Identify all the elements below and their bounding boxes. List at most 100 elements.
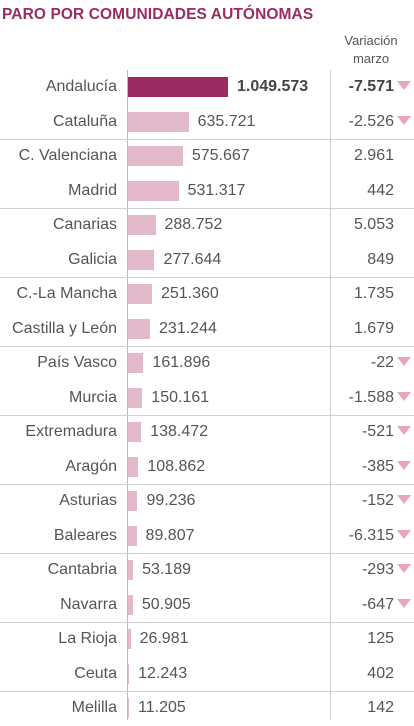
change-label: 849 — [367, 250, 394, 268]
change-label: -521 — [361, 423, 394, 440]
table-row: Aragón 108.862 -385 — [0, 450, 414, 485]
value-label: 277.644 — [163, 250, 222, 268]
value-label: 108.862 — [147, 457, 206, 475]
change-label: 142 — [367, 699, 394, 716]
table-row: Canarias 288.752 5.053 — [0, 208, 414, 243]
row-separator — [0, 691, 414, 692]
table-row: País Vasco 161.896 -22 — [0, 346, 414, 381]
change-label: -22 — [370, 354, 394, 371]
bar — [128, 422, 142, 442]
value-label: 53.189 — [142, 561, 191, 578]
bar — [128, 180, 179, 201]
table-row: Ceuta 12.243 402 — [0, 657, 414, 692]
bar-axis — [127, 70, 128, 720]
row-separator — [0, 139, 414, 140]
value-label: 231.244 — [159, 319, 217, 337]
region-label: Asturias — [59, 492, 117, 509]
down-arrow-icon — [397, 529, 411, 539]
bar — [128, 560, 134, 580]
bar — [128, 594, 133, 615]
region-label: La Rioja — [58, 630, 117, 647]
table-row: Andalucía 1.049.573 -7.571 — [0, 70, 414, 105]
row-separator — [0, 277, 414, 278]
row-separator — [0, 208, 414, 209]
bar — [128, 629, 131, 649]
value-label: 99.236 — [146, 492, 196, 509]
change-label: 5.053 — [353, 216, 394, 233]
value-label: 288.752 — [164, 216, 223, 233]
region-label: Madrid — [68, 181, 117, 199]
bar — [128, 249, 155, 270]
region-label: Murcia — [68, 388, 117, 406]
change-label: -2.526 — [348, 112, 394, 130]
change-label: -152 — [361, 492, 394, 509]
down-arrow-icon — [397, 495, 411, 504]
change-label: -1.588 — [348, 388, 394, 406]
value-label: 1.049.573 — [237, 78, 309, 95]
region-label: Baleares — [53, 526, 117, 544]
region-label: Canarias — [52, 216, 117, 233]
bar — [128, 215, 156, 235]
bar — [128, 663, 130, 684]
value-label: 12.243 — [138, 664, 188, 682]
bar — [128, 318, 151, 339]
region-label: Castilla y León — [12, 319, 117, 337]
region-label: Navarra — [60, 595, 117, 613]
bar — [128, 111, 189, 132]
value-label: 150.161 — [151, 388, 210, 406]
bar — [128, 77, 228, 97]
value-label: 161.896 — [152, 354, 211, 371]
change-header-line-1: Variación — [344, 33, 398, 48]
bar — [128, 698, 130, 718]
value-label: 26.981 — [139, 630, 189, 647]
value-label: 50.905 — [141, 595, 191, 613]
row-separator — [0, 553, 414, 554]
bar — [128, 456, 139, 477]
change-label: -647 — [361, 595, 394, 613]
table-row: La Rioja 26.981 125 — [0, 622, 414, 657]
value-label: 251.360 — [160, 285, 219, 302]
region-label: C. Valenciana — [18, 147, 117, 164]
value-label: 531.317 — [187, 181, 246, 199]
value-label: 138.472 — [150, 423, 209, 440]
column-separator — [330, 70, 331, 720]
down-arrow-icon — [397, 564, 411, 573]
change-label: -293 — [361, 561, 394, 578]
table-row: Navarra 50.905 -647 — [0, 588, 414, 623]
bar — [128, 387, 143, 408]
value-label: 11.205 — [138, 699, 186, 716]
change-label: 402 — [367, 664, 394, 682]
change-label: -6.315 — [348, 526, 394, 544]
table-row: Cataluña 635.721 -2.526 — [0, 105, 414, 140]
region-label: Extremadura — [25, 423, 117, 440]
down-arrow-icon — [397, 598, 411, 608]
table-row: Melilla 11.205 142 — [0, 691, 414, 726]
bar — [128, 491, 138, 511]
value-label: 635.721 — [197, 112, 256, 130]
change-label: -385 — [361, 457, 394, 475]
row-separator — [0, 415, 414, 416]
region-label: C.-La Mancha — [16, 285, 118, 302]
region-label: Aragón — [65, 457, 117, 475]
table-row: C.-La Mancha 251.360 1.735 — [0, 277, 414, 312]
bar — [128, 284, 152, 304]
region-label: Cataluña — [52, 112, 117, 130]
region-label: País Vasco — [37, 354, 117, 371]
table-row: Madrid 531.317 442 — [0, 174, 414, 209]
chart-title: PARO POR COMUNIDADES AUTÓNOMAS — [2, 6, 314, 23]
change-label: 442 — [367, 181, 394, 199]
table-row: Extremadura 138.472 -521 — [0, 415, 414, 450]
table-row: Baleares 89.807 -6.315 — [0, 519, 414, 554]
down-arrow-icon — [397, 115, 411, 125]
change-label: 125 — [367, 630, 394, 647]
change-header-line-2: marzo — [352, 51, 390, 66]
value-label: 575.667 — [191, 147, 250, 164]
table-row: Murcia 150.161 -1.588 — [0, 381, 414, 416]
table-row: Castilla y León 231.244 1.679 — [0, 312, 414, 347]
row-separator — [0, 622, 414, 623]
change-label: -7.571 — [348, 78, 394, 95]
down-arrow-icon — [397, 357, 411, 366]
table-row: Asturias 99.236 -152 — [0, 484, 414, 519]
region-label: Andalucía — [45, 78, 117, 95]
bar — [128, 525, 137, 546]
